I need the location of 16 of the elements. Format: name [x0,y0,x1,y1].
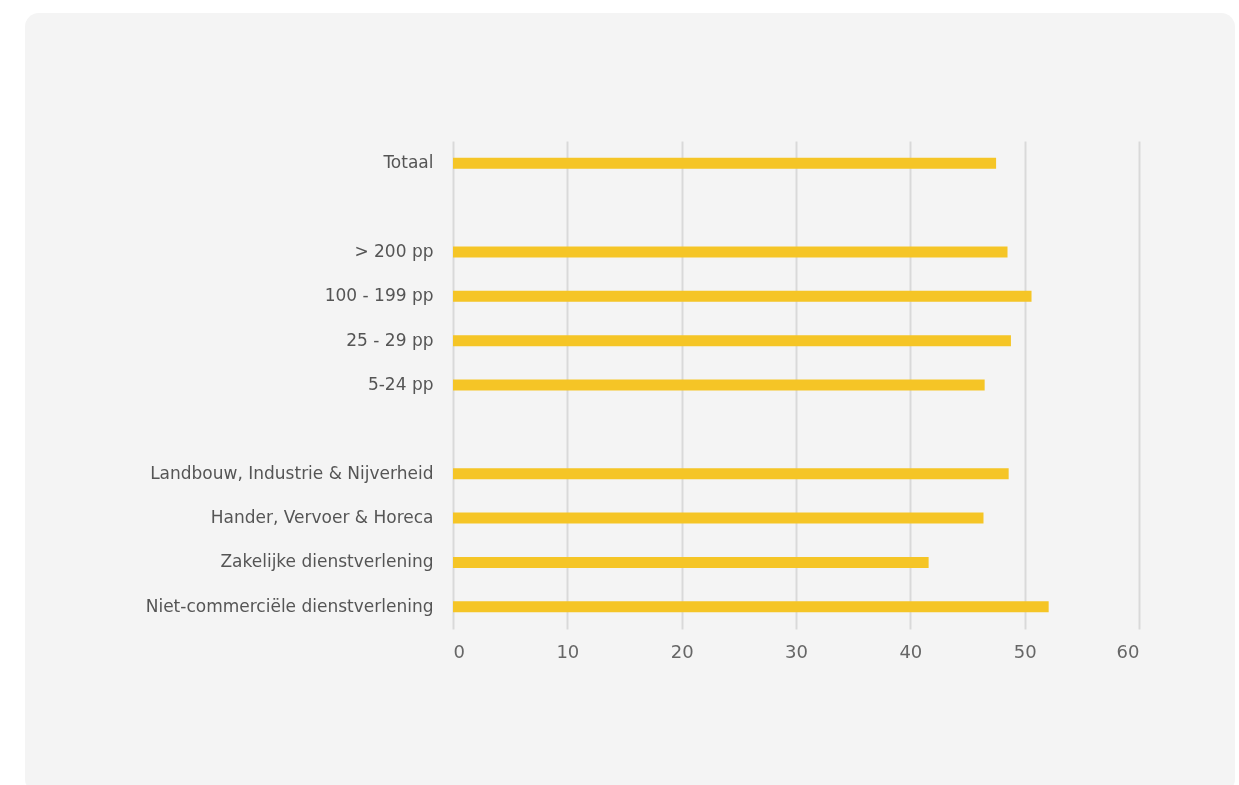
y-tick-label: Niet-commerciële dienstverlening [145,595,434,616]
x-tick-label: 10 [556,640,580,662]
y-tick-label: Totaal [382,152,434,173]
x-tick-label: 60 [1116,640,1140,662]
y-tick-label: 25 - 29 pp [346,329,434,350]
y-tick-label: 5-24 pp [367,374,434,394]
x-tick-label: 0 [453,640,465,662]
y-tick-label: Zakelijke dienstverlening [220,551,434,572]
y-tick-label: Hander, Vervoer & Horeca [210,507,434,528]
x-tick-label: 20 [670,640,694,662]
y-tick-label: 100 - 199 pp [324,285,434,306]
x-tick-label: 40 [899,640,923,662]
y-tick-label: Landbouw, Industrie & Nijverheid [150,462,434,483]
x-tick-label: 30 [785,640,808,662]
y-tick-label: > 200 pp [354,240,434,261]
x-tick-label: 50 [1013,640,1037,662]
